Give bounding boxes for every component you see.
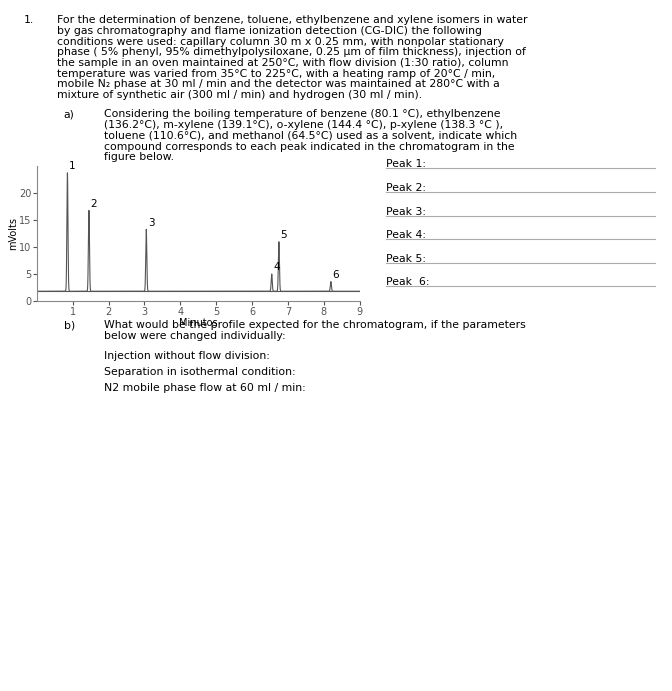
Text: 1: 1 [69,161,76,171]
Text: Considering the boiling temperature of benzene (80.1 °C), ethylbenzene: Considering the boiling temperature of b… [104,109,501,120]
Text: 6: 6 [333,270,339,280]
Text: the sample in an oven maintained at 250°C, with flow division (1:30 ratio), colu: the sample in an oven maintained at 250°… [57,58,509,68]
Text: toluene (110.6°C), and methanol (64.5°C) used as a solvent, indicate which: toluene (110.6°C), and methanol (64.5°C)… [104,131,517,141]
Text: 5: 5 [281,230,288,240]
Text: Peak 2:: Peak 2: [386,183,427,193]
Text: a): a) [64,109,75,120]
Text: (136.2°C), m-xylene (139.1°C), o-xylene (144.4 °C), p-xylene (138.3 °C ),: (136.2°C), m-xylene (139.1°C), o-xylene … [104,120,503,130]
Text: figure below.: figure below. [104,152,174,162]
Text: 1.: 1. [24,15,34,25]
Text: What would be the profile expected for the chromatogram, if the parameters: What would be the profile expected for t… [104,320,526,330]
Text: 4: 4 [274,263,280,272]
Text: 3: 3 [148,218,155,227]
X-axis label: Minutos: Minutos [179,318,218,328]
Text: Separation in isothermal condition:: Separation in isothermal condition: [104,368,296,377]
Text: For the determination of benzene, toluene, ethylbenzene and xylene isomers in wa: For the determination of benzene, toluen… [57,15,528,25]
Text: Injection without flow division:: Injection without flow division: [104,351,270,361]
Text: Peak  6:: Peak 6: [386,277,430,287]
Text: N2 mobile phase flow at 60 ml / min:: N2 mobile phase flow at 60 ml / min: [104,384,306,393]
Text: compound corresponds to each peak indicated in the chromatogram in the: compound corresponds to each peak indica… [104,142,515,151]
Text: Peak 1:: Peak 1: [386,160,427,169]
Text: conditions were used: capillary column 30 m x 0.25 mm, with nonpolar stationary: conditions were used: capillary column 3… [57,37,504,46]
Text: Peak 4:: Peak 4: [386,230,427,240]
Text: 2: 2 [91,199,97,209]
Text: Peak 5:: Peak 5: [386,254,427,264]
Text: b): b) [64,320,75,330]
Text: Peak 3:: Peak 3: [386,207,427,216]
Text: mixture of synthetic air (300 ml / min) and hydrogen (30 ml / min).: mixture of synthetic air (300 ml / min) … [57,90,422,100]
Text: by gas chromatography and flame ionization detection (CG-DIC) the following: by gas chromatography and flame ionizati… [57,26,482,36]
Y-axis label: mVolts: mVolts [7,217,17,250]
Text: phase ( 5% phenyl, 95% dimethylpolysiloxane, 0.25 μm of film thickness), injecti: phase ( 5% phenyl, 95% dimethylpolysilox… [57,47,526,57]
Text: below were changed individually:: below were changed individually: [104,331,286,341]
Text: mobile N₂ phase at 30 ml / min and the detector was maintained at 280°C with a: mobile N₂ phase at 30 ml / min and the d… [57,79,500,89]
Text: temperature was varied from 35°C to 225°C, with a heating ramp of 20°C / min,: temperature was varied from 35°C to 225°… [57,68,495,79]
